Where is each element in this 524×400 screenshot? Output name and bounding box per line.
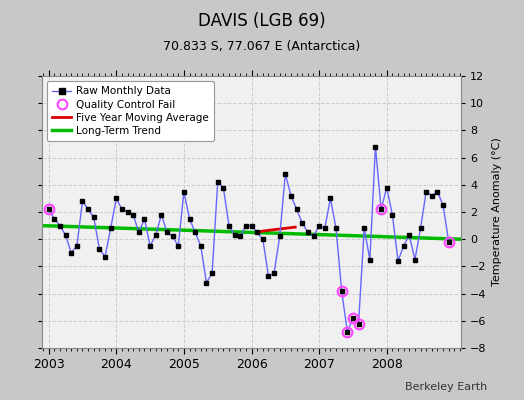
Y-axis label: Temperature Anomaly (°C): Temperature Anomaly (°C) xyxy=(492,138,502,286)
Legend: Raw Monthly Data, Quality Control Fail, Five Year Moving Average, Long-Term Tren: Raw Monthly Data, Quality Control Fail, … xyxy=(47,81,214,141)
Text: 70.833 S, 77.067 E (Antarctica): 70.833 S, 77.067 E (Antarctica) xyxy=(163,40,361,53)
Text: Berkeley Earth: Berkeley Earth xyxy=(405,382,487,392)
Text: DAVIS (LGB 69): DAVIS (LGB 69) xyxy=(198,12,326,30)
